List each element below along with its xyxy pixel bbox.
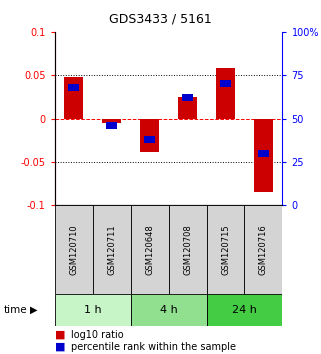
Bar xyxy=(131,205,169,294)
Bar xyxy=(106,122,117,129)
Bar xyxy=(64,77,83,119)
Bar xyxy=(220,80,231,87)
Bar xyxy=(206,205,245,294)
Bar xyxy=(131,294,206,326)
Bar xyxy=(92,205,131,294)
Text: log10 ratio: log10 ratio xyxy=(71,330,123,339)
Bar xyxy=(245,205,282,294)
Text: GSM120711: GSM120711 xyxy=(107,224,116,275)
Bar xyxy=(68,84,79,91)
Bar xyxy=(140,119,159,152)
Text: GSM120708: GSM120708 xyxy=(183,224,192,275)
Text: ▶: ▶ xyxy=(30,305,38,315)
Bar xyxy=(55,205,92,294)
Text: GSM120710: GSM120710 xyxy=(69,224,78,275)
Bar xyxy=(144,136,155,143)
Text: 4 h: 4 h xyxy=(160,305,178,315)
Bar xyxy=(178,97,197,119)
Bar xyxy=(206,294,282,326)
Text: GSM120648: GSM120648 xyxy=(145,224,154,275)
Text: GDS3433 / 5161: GDS3433 / 5161 xyxy=(109,12,212,25)
Text: ■: ■ xyxy=(55,330,65,339)
Bar xyxy=(216,68,235,119)
Text: percentile rank within the sample: percentile rank within the sample xyxy=(71,342,236,352)
Text: GSM120715: GSM120715 xyxy=(221,224,230,275)
Bar xyxy=(169,205,206,294)
Bar xyxy=(254,119,273,192)
Text: 24 h: 24 h xyxy=(232,305,257,315)
Bar xyxy=(182,94,193,101)
Text: 1 h: 1 h xyxy=(84,305,101,315)
Text: time: time xyxy=(3,305,27,315)
Text: GSM120716: GSM120716 xyxy=(259,224,268,275)
Text: ■: ■ xyxy=(55,342,65,352)
Bar xyxy=(102,119,121,123)
Bar xyxy=(258,150,269,157)
Bar xyxy=(55,294,131,326)
